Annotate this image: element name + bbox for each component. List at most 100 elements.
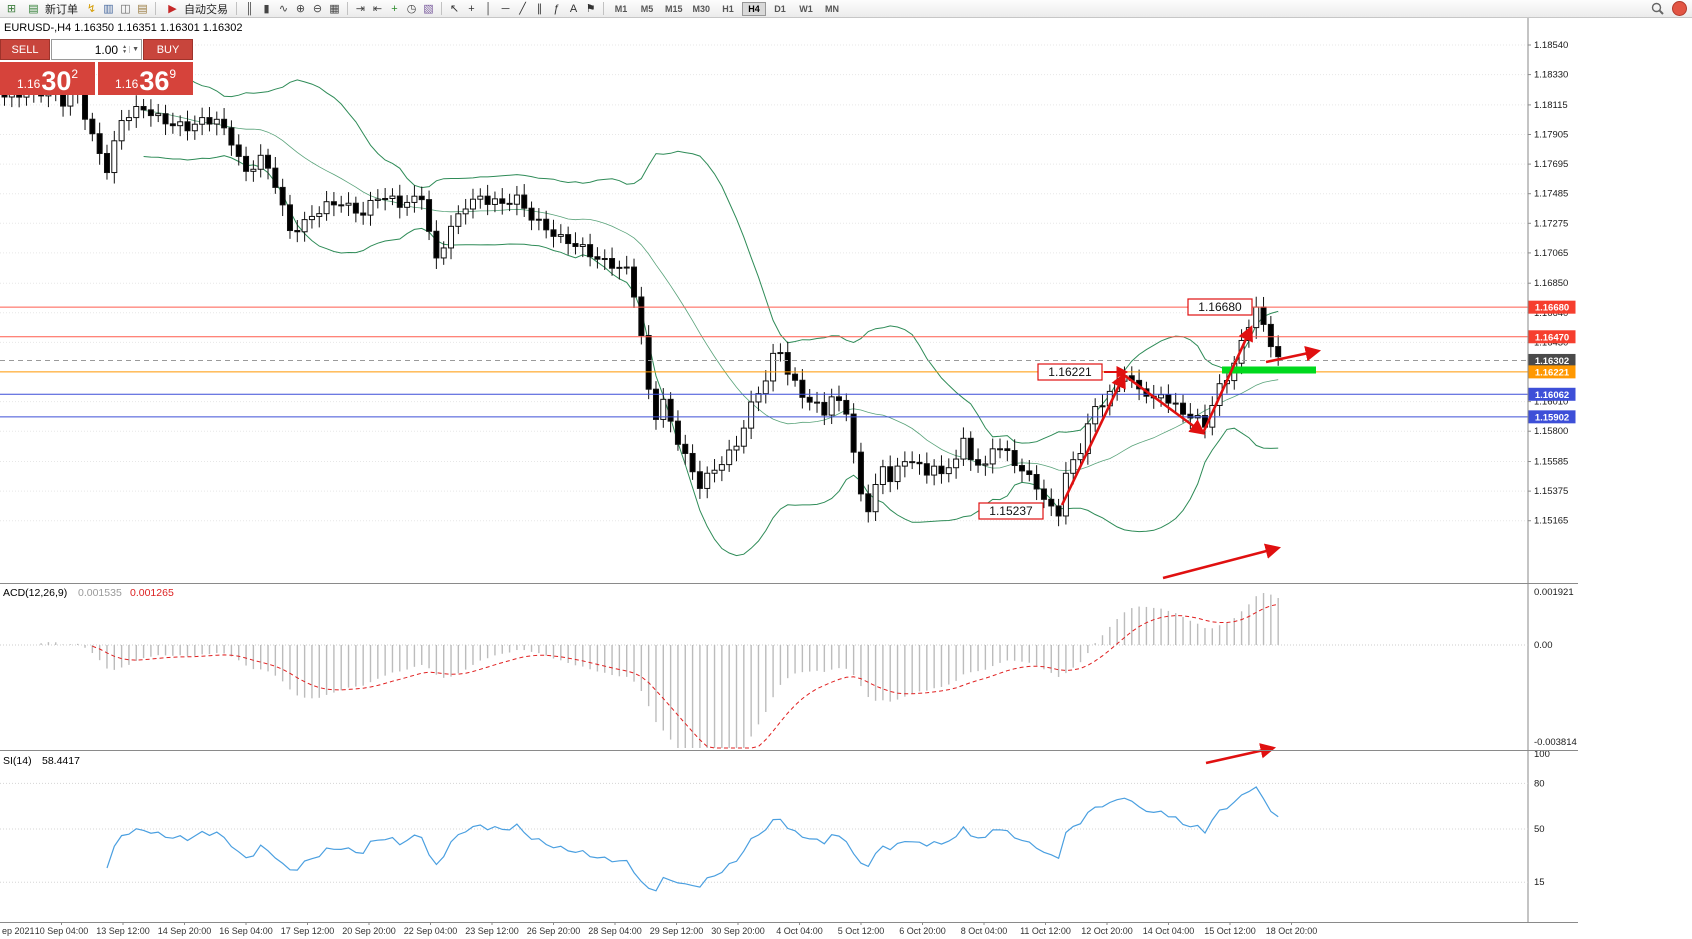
fibonacci-icon[interactable]: ƒ [553,2,560,15]
community-badge-icon[interactable] [1672,1,1687,16]
autotrading-button[interactable]: ▶ 自动交易 [160,1,232,16]
timeframe-m5[interactable]: M5 [640,3,654,14]
tile-windows-icon[interactable]: ▦ [329,2,340,15]
trend-arrow[interactable] [1060,372,1126,506]
time-axis-label: 18 Oct 20:00 [1266,926,1318,936]
analysis-annotations[interactable]: 1.16680 1.16221 1.15237 [978,298,1322,520]
navigator-icon[interactable]: ▤ [137,3,148,15]
new-chart-icon[interactable]: ⊞ [6,3,17,15]
time-axis-label: 8 Oct 04:00 [961,926,1008,936]
time-axis-label: 6 Oct 20:00 [899,926,946,936]
price-scale-label: 1.17695 [1534,159,1568,170]
toolbar-separator [441,2,442,15]
line-chart-icon[interactable]: ∿ [278,2,289,15]
timeframe-m1[interactable]: M1 [614,3,628,14]
volume-dropdown-icon[interactable]: ▼ [129,46,139,53]
time-axis[interactable]: ep 2021 10 Sep 04:00 13 Sep 12:00 14 Sep 20… [2,922,1317,936]
buy-price-display[interactable]: 1.16 36 9 [98,62,193,95]
sell-button[interactable]: SELL [0,39,50,60]
candlestick-icon[interactable]: ▮ [263,2,270,15]
time-axis-label: 14 Oct 04:00 [1143,926,1195,936]
macd-value-signal: 0.001265 [130,587,174,599]
timeframe-m15[interactable]: M15 [665,3,683,14]
zoom-out-icon[interactable]: ⊖ [312,2,323,15]
main-toolbar: ⊞ ▤ 新订单 ↯ ▥ ◫ ▤ ▶ 自动交易 ║ ▮ ∿ ⊕ ⊖ ▦ ⇥ ⇤ + ◷ ▧ ↖ + │ ─ ╱ ∥ ƒ… [0,0,1692,18]
rsi-scale-label: 100 [1534,749,1550,760]
macd-scale-label: 0.00 [1534,640,1553,651]
price-scale-label: 1.16850 [1534,278,1568,289]
price-annotation-label[interactable]: 1.16680 [1187,298,1253,316]
data-window-icon[interactable]: ◫ [120,3,131,15]
sell-price-big: 30 [41,66,72,96]
vertical-line-icon[interactable]: │ [485,2,492,15]
bar-chart-icon[interactable]: ║ [245,2,254,15]
price-scale-bg [1528,18,1692,939]
price-annotation-label[interactable]: 1.16221 [1037,363,1129,381]
rsi-panel: SI(14) 58.4417 100 80 50 15 [0,743,1550,892]
trend-arrow[interactable] [1201,325,1253,434]
price-tag: 1.15902 [1535,412,1569,423]
auto-scroll-icon[interactable]: ⇥ [355,2,366,15]
rsi-value: 58.4417 [42,755,80,767]
price-tag: 1.16302 [1535,356,1569,367]
toolbar-separator [347,2,348,15]
time-axis-label: 26 Sep 20:00 [527,926,581,936]
price-scale-label: 1.17485 [1534,189,1568,200]
trend-arrow[interactable] [1265,345,1322,364]
templates-icon[interactable]: ▧ [423,2,434,15]
price-tag: 1.16221 [1535,367,1570,378]
new-order-button[interactable]: ▤ 新订单 [21,1,82,16]
periods-icon[interactable]: ◷ [406,2,417,15]
timeframe-w1[interactable]: W1 [799,3,813,14]
zoom-in-icon[interactable]: ⊕ [295,2,306,15]
time-axis-label: 12 Oct 20:00 [1081,926,1133,936]
text-icon[interactable]: A [569,2,578,15]
buy-button[interactable]: BUY [143,39,193,60]
volume-spinner[interactable]: ▲ ▼ [122,43,128,55]
time-axis-label: 30 Sep 20:00 [711,926,765,936]
time-axis-label: 17 Sep 12:00 [281,926,335,936]
timeframe-h4[interactable]: H4 [742,1,767,16]
channel-icon[interactable]: ∥ [536,2,543,15]
indicators-icon[interactable]: + [391,2,398,15]
timeframe-mn[interactable]: MN [825,3,840,14]
candlestick-series [1,75,1282,527]
timeframe-m30[interactable]: M30 [692,3,711,14]
price-annotation-label[interactable]: 1.15237 [978,502,1044,520]
horizontal-line-icon[interactable]: ─ [501,2,510,15]
timeframe-d1[interactable]: D1 [774,3,786,14]
macd-value-main: 0.001535 [78,587,122,599]
timeframe-h1[interactable]: H1 [722,3,734,14]
new-order-icon: ▤ [28,3,39,15]
price-scale-label: 1.15800 [1534,426,1568,437]
sell-price-sup: 2 [71,67,79,81]
price-scale-label: 1.17905 [1534,130,1568,141]
search-icon[interactable] [1649,1,1666,16]
arrow-label-icon[interactable]: ⚑ [585,2,596,15]
time-axis-label: 11 Oct 12:00 [1020,926,1071,936]
time-axis-label: 29 Sep 12:00 [650,926,704,936]
volume-input[interactable] [64,41,121,58]
new-order-label: 新订单 [45,3,78,16]
lightning-icon[interactable]: ↯ [86,3,97,15]
toolbar-separator [155,2,156,15]
sell-price-prefix: 1.16 [16,77,41,91]
timeframe-group: M1 M5 M15 M30 H1 H4 D1 W1 MN [608,1,845,16]
cursor-icon[interactable]: ↖ [449,2,460,15]
price-tag: 1.16680 [1535,303,1569,314]
macd-trend-arrow[interactable] [1162,543,1282,580]
horizontal-lines[interactable] [0,306,1528,418]
chart-shift-icon[interactable]: ⇤ [372,2,383,15]
time-axis-label: 22 Sep 04:00 [404,926,458,936]
market-watch-icon[interactable]: ▥ [103,3,114,15]
sell-price-display[interactable]: 1.16 30 2 [0,62,95,95]
trendline-icon[interactable]: ╱ [519,2,526,15]
time-axis-label: 14 Sep 20:00 [158,926,212,936]
crosshair-icon[interactable]: + [468,2,475,15]
trend-arrow[interactable] [1123,373,1206,435]
volume-input-box[interactable]: ▲▼ ▼ [51,39,142,60]
price-scale-label: 1.15375 [1534,486,1568,497]
